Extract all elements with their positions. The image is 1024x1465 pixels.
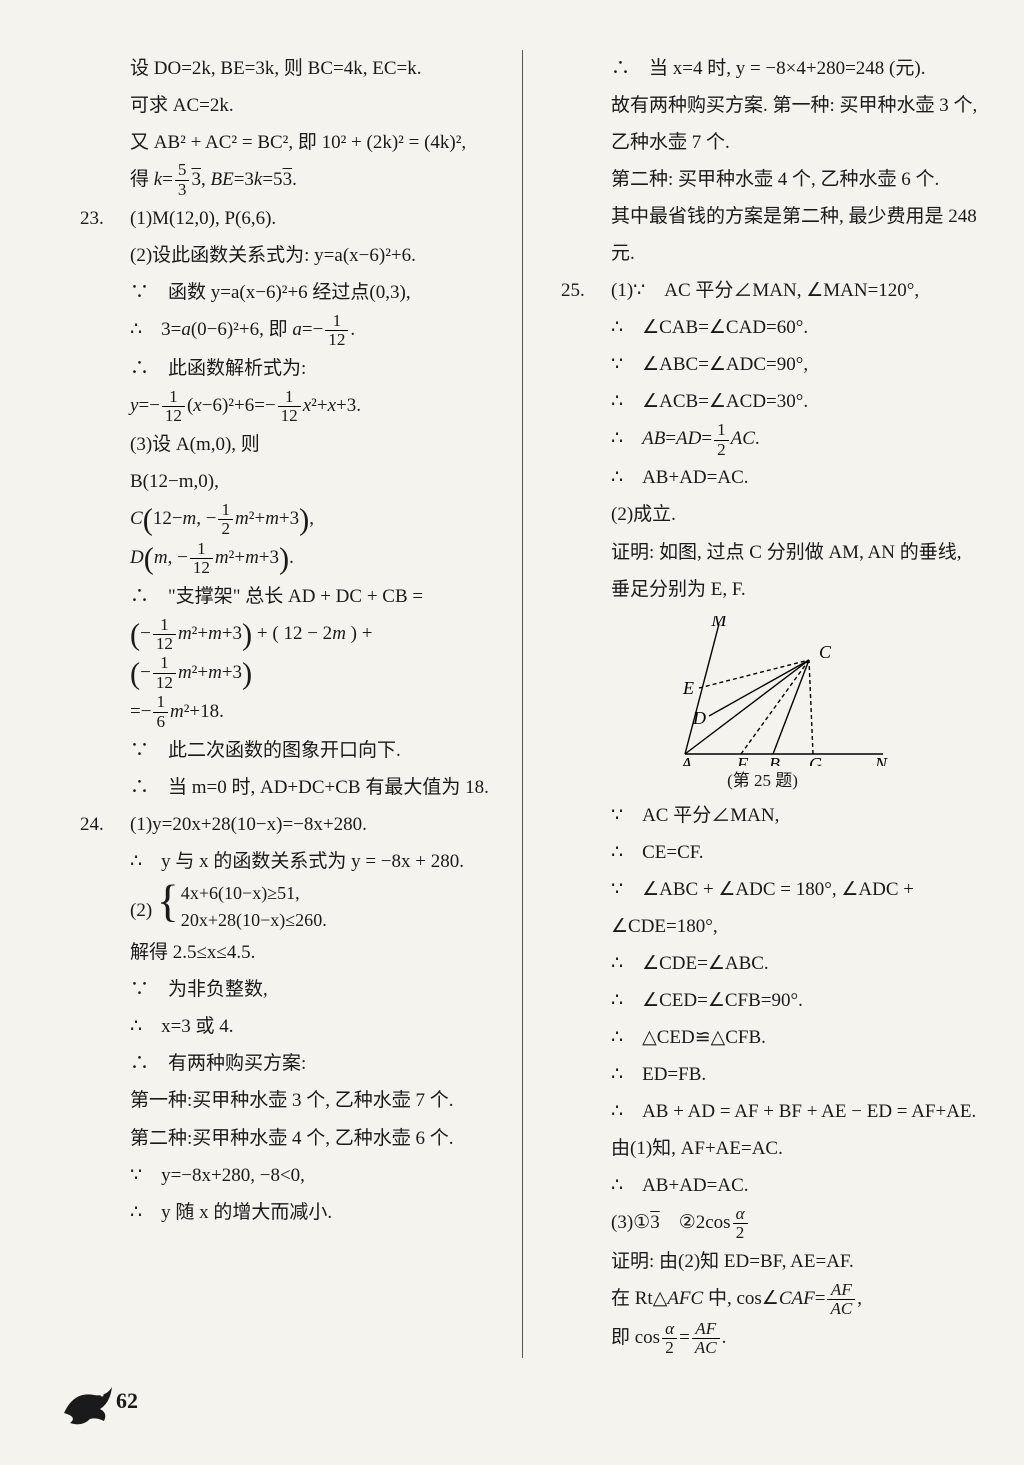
text-line: 可求 AC=2k. bbox=[60, 87, 504, 124]
math-line: 得 k=533, BE=3k=53. bbox=[60, 161, 504, 200]
math-line: ∴ AB=AD=12AC. bbox=[541, 420, 984, 459]
text-line: ∴ △CED≌△CFB. bbox=[541, 1019, 984, 1056]
math-line: (−112m²+m+3) bbox=[60, 654, 504, 693]
text-line: 设 DO=2k, BE=3k, 则 BC=4k, EC=k. bbox=[60, 50, 504, 87]
svg-text:N: N bbox=[874, 754, 888, 766]
page-number: 62 bbox=[56, 1373, 138, 1429]
page-content: 设 DO=2k, BE=3k, 则 BC=4k, EC=k. 可求 AC=2k.… bbox=[60, 50, 984, 1358]
left-column: 设 DO=2k, BE=3k, 则 BC=4k, EC=k. 可求 AC=2k.… bbox=[60, 50, 522, 1358]
text-line: ∴ y 随 x 的增大而减小. bbox=[60, 1194, 504, 1231]
text: (1)y=20x+28(10−x)=−8x+280. bbox=[130, 814, 367, 835]
text-line: ∴ 当 m=0 时, AD+DC+CB 有最大值为 18. bbox=[60, 769, 504, 806]
math-line: 即 cosα2=AFAC. bbox=[541, 1319, 984, 1358]
text-line: ∴ "支撑架" 总长 AD + DC + CB = bbox=[60, 578, 504, 615]
prefix: (2) bbox=[130, 900, 152, 921]
text-line: ∴ CE=CF. bbox=[541, 834, 984, 871]
text: (1)M(12,0), P(6,6). bbox=[130, 208, 276, 229]
svg-text:D: D bbox=[692, 708, 706, 728]
text-line: (2)成立. bbox=[541, 496, 984, 533]
text-line: ∵ 此二次函数的图象开口向下. bbox=[60, 732, 504, 769]
text-line: 其中最省钱的方案是第二种, 最少费用是 248 元. bbox=[541, 198, 984, 272]
text-line: 又 AB² + AC² = BC², 即 10² + (2k)² = (4k)²… bbox=[60, 124, 504, 161]
text: (1)∵ AC 平分∠MAN, ∠MAN=120°, bbox=[611, 280, 919, 301]
svg-text:G: G bbox=[809, 754, 822, 766]
math-line: ∴ 3=a(0−6)²+6, 即 a=−112. bbox=[60, 311, 504, 350]
figure-25: M C E D A F B G N bbox=[541, 616, 984, 766]
right-column: ∴ 当 x=4 时, y = −8×4+280=248 (元). 故有两种购买方… bbox=[522, 50, 984, 1358]
text-line: 故有两种购买方案. 第一种: 买甲种水壶 3 个, 乙种水壶 7 个. bbox=[541, 87, 984, 161]
svg-text:A: A bbox=[680, 754, 693, 766]
text-line: 第一种:买甲种水壶 3 个, 乙种水壶 7 个. bbox=[60, 1082, 504, 1119]
text-line: ∴ 有两种购买方案: bbox=[60, 1045, 504, 1082]
qnum-24: 24. bbox=[80, 806, 104, 843]
text-line: ∴ 当 x=4 时, y = −8×4+280=248 (元). bbox=[541, 50, 984, 87]
system-line: (2) { 4x+6(10−x)≥51, 20x+28(10−x)≤260. bbox=[60, 880, 504, 934]
text-line: ∴ x=3 或 4. bbox=[60, 1008, 504, 1045]
problem-24: 24. (1)y=20x+28(10−x)=−8x+280. bbox=[60, 806, 504, 843]
text-line: ∴ ∠CED=∠CFB=90°. bbox=[541, 982, 984, 1019]
math-line: (3)①3 ②2cosα2 bbox=[541, 1204, 984, 1243]
text-line: 第二种: 买甲种水壶 4 个, 乙种水壶 6 个. bbox=[541, 161, 984, 198]
problem-23: 23. (1)M(12,0), P(6,6). bbox=[60, 200, 504, 237]
text-line: B(12−m,0), bbox=[60, 463, 504, 500]
sys-row: 20x+28(10−x)≤260. bbox=[181, 910, 327, 930]
qnum-25: 25. bbox=[561, 272, 585, 309]
svg-text:E: E bbox=[682, 678, 694, 698]
text-line: ∴ y 与 x 的函数关系式为 y = −8x + 280. bbox=[60, 843, 504, 880]
math-line: 在 Rt△AFC 中, cos∠CAF=AFAC, bbox=[541, 1280, 984, 1319]
text-line: ∵ y=−8x+280, −8<0, bbox=[60, 1157, 504, 1194]
text-line: ∴ ED=FB. bbox=[541, 1056, 984, 1093]
sys-row: 4x+6(10−x)≥51, bbox=[181, 883, 300, 903]
text-line: ∵ ∠ABC + ∠ADC = 180°, ∠ADC + ∠CDE=180°, bbox=[541, 871, 984, 945]
text-line: 证明: 由(2)知 ED=BF, AE=AF. bbox=[541, 1243, 984, 1280]
text-line: ∵ ∠ABC=∠ADC=90°, bbox=[541, 346, 984, 383]
text-line: ∵ AC 平分∠MAN, bbox=[541, 797, 984, 834]
problem-25: 25. (1)∵ AC 平分∠MAN, ∠MAN=120°, bbox=[541, 272, 984, 309]
math-line: (−112m²+m+3) + ( 12 − 2m ) + bbox=[60, 615, 504, 654]
qnum-23: 23. bbox=[80, 200, 104, 237]
text-line: ∴ AB + AD = AF + BF + AE − ED = AF+AE. bbox=[541, 1093, 984, 1130]
text-line: ∴ AB+AD=AC. bbox=[541, 459, 984, 496]
math-line: y=−112(x−6)²+6=−112x²+x+3. bbox=[60, 387, 504, 426]
text-line: ∴ ∠CAB=∠CAD=60°. bbox=[541, 309, 984, 346]
text-line: ∴ AB+AD=AC. bbox=[541, 1167, 984, 1204]
text-line: 由(1)知, AF+AE=AC. bbox=[541, 1130, 984, 1167]
text-line: ∵ 函数 y=a(x−6)²+6 经过点(0,3), bbox=[60, 274, 504, 311]
page-num-text: 62 bbox=[116, 1380, 138, 1423]
svg-text:C: C bbox=[819, 642, 832, 662]
svg-text:M: M bbox=[710, 616, 727, 630]
text-line: (3)设 A(m,0), 则 bbox=[60, 426, 504, 463]
text-line: (2)设此函数关系式为: y=a(x−6)²+6. bbox=[60, 237, 504, 274]
dolphin-icon bbox=[56, 1373, 122, 1429]
math-line: D(m, −112m²+m+3). bbox=[60, 539, 504, 578]
text-line: ∴ ∠CDE=∠ABC. bbox=[541, 945, 984, 982]
text-line: ∵ 为非负整数, bbox=[60, 971, 504, 1008]
text-line: 证明: 如图, 过点 C 分别做 AM, AN 的垂线, 垂足分别为 E, F. bbox=[541, 534, 984, 608]
text-line: 解得 2.5≤x≤4.5. bbox=[60, 934, 504, 971]
text-line: ∴ 此函数解析式为: bbox=[60, 350, 504, 387]
math-line: =−16m²+18. bbox=[60, 693, 504, 732]
text-line: ∴ ∠ACB=∠ACD=30°. bbox=[541, 383, 984, 420]
text-line: 第二种:买甲种水壶 4 个, 乙种水壶 6 个. bbox=[60, 1120, 504, 1157]
math-line: C(12−m, −12m²+m+3), bbox=[60, 500, 504, 539]
figure-caption: (第 25 题) bbox=[541, 764, 984, 797]
geometry-diagram: M C E D A F B G N bbox=[623, 616, 903, 766]
